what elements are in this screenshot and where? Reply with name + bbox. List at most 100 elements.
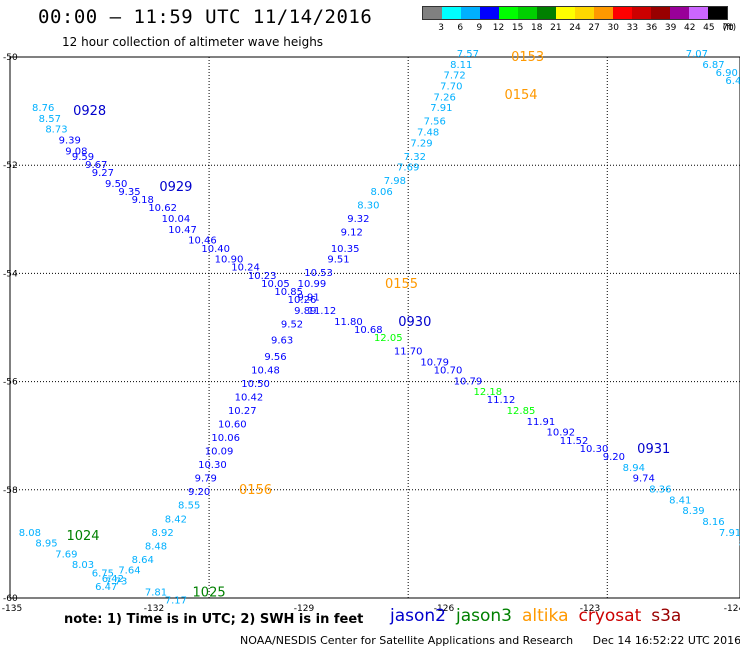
swh-value-altika: 8.92 [152,528,174,539]
swh-value-jason2: 10.05 [261,279,290,290]
swh-value-altika: 7.73 [105,576,127,587]
legend-entry-jason2: jason2 [390,606,446,626]
swh-value-altika: 9.91 [298,292,320,303]
x-tick-label: -124 [724,604,740,614]
swh-value-altika: 10.35 [331,244,360,255]
satellite-legend: jason2 jason3 altika cryosat s3a [390,606,691,626]
scale-swatch [442,7,461,19]
swh-value-jason2: 10.04 [162,214,191,225]
swh-value-jason2: 8.57 [39,114,61,125]
swh-value-altika: 9.79 [195,474,217,485]
swh-value-altika: 7.32 [404,152,426,163]
scale-label: 6 [457,23,464,33]
swh-value-altika: 7.26 [434,92,456,103]
swh-value-jason2: 8.41 [669,495,691,506]
swh-value-altika: 9.52 [281,320,303,331]
pass-time-label: 0929 [159,180,192,195]
swh-value-altika: 8.06 [371,187,393,198]
scale-swatch [575,7,594,19]
swh-value-jason2: 10.70 [434,365,463,376]
swh-value-jason2: 9.18 [132,195,154,206]
swh-value-jason3: 6.47 [95,582,117,593]
pass-time-label: 0931 [637,442,670,457]
swh-value-altika: 7.98 [384,176,406,187]
swh-value-jason2: 10.26 [288,295,317,306]
swh-value-jason2: 8.39 [682,506,704,517]
swh-value-altika: 9.89 [294,306,316,317]
swh-value-altika: 9.12 [341,228,363,239]
swh-value-altika: 10.48 [251,365,280,376]
swh-value-altika: 10.99 [298,279,327,290]
swh-value-jason2: 11.70 [394,347,423,358]
scale-label: 18 [531,23,543,33]
scale-swatch [461,7,480,19]
swh-value-jason2: 10.46 [188,236,217,247]
scale-label: 30 [607,23,619,33]
swh-value-jason2: 10.40 [201,244,230,255]
swh-value-altika: 10.53 [304,268,333,279]
swh-value-jason3: 8.08 [19,528,41,539]
scale-swatch [651,7,670,19]
y-tick-label: -54 [3,269,18,279]
swh-value-altika: 9.32 [347,214,369,225]
swh-value-jason2: 10.68 [354,325,383,336]
swh-value-altika: 9.51 [327,255,349,266]
color-scale: 3 6 9 12 15 18 21 24 27 30 33 36 39 42 45 70 (ft) [422,6,736,37]
swh-value-jason2: 9.67 [85,160,107,171]
scale-label: 36 [645,23,658,33]
y-tick-label: -58 [3,486,18,496]
swh-value-altika: 8.64 [132,555,154,566]
scale-label: 24 [569,23,581,33]
swh-value-jason2: 10.85 [274,287,303,298]
pass-time-label: 0153 [511,50,544,65]
swh-value-jason2: 11.91 [527,417,556,428]
pass-time-label: 1024 [66,529,99,544]
swh-value-altika: 9.56 [264,352,286,363]
swh-value-altika: 7.69 [397,163,419,174]
swh-value-jason2: 10.79 [420,357,449,368]
swh-value-jason2: 10.30 [580,444,609,455]
swh-value-jason2: 11.52 [560,436,589,447]
swh-value-altika: 10.30 [198,460,227,471]
swh-value-altika: 7.72 [444,71,466,82]
pass-time-label: 1025 [193,586,226,601]
scale-swatch [708,7,727,19]
legend-entry-cryosat: cryosat [578,606,642,626]
swh-value-altika: 10.42 [235,393,264,404]
swh-value-jason2: 9.27 [92,168,114,179]
swh-value-jason2: 12.85 [507,406,536,417]
swh-value-jason2: 8.16 [702,517,724,528]
swh-value-jason2: 11.12 [487,395,516,406]
swh-value-jason3: 7.07 [686,49,708,60]
swh-value-altika: 10.09 [205,447,234,458]
swh-value-jason2: 8.36 [649,485,671,496]
scale-label: 70 [722,23,734,33]
footer-credit: NOAA/NESDIS Center for Satellite Applica… [240,634,740,647]
swh-value-jason3: 8.03 [72,560,94,571]
scale-swatch [556,7,575,19]
scale-swatch [689,7,708,19]
scale-label: 27 [588,23,600,33]
swh-value-jason2: 12.05 [374,333,403,344]
scale-swatch [518,7,537,19]
y-tick-label: -56 [3,378,18,388]
swh-value-jason2: 9.08 [65,146,87,157]
swh-value-jason2: 9.59 [72,152,94,163]
color-scale-swatches [422,6,728,20]
swh-value-jason2: 9.20 [603,452,625,463]
swh-value-jason3: 8.95 [35,539,57,550]
swh-value-jason2: 10.47 [168,225,197,236]
y-tick-label: -52 [3,161,18,171]
scale-swatch [499,7,518,19]
swh-value-altika: 9.20 [188,487,210,498]
x-tick-label: -129 [294,604,315,614]
swh-value-jason2: 9.39 [59,136,81,147]
legend-entry-jason3: jason3 [456,606,512,626]
scale-swatch [670,7,689,19]
scale-label: (ft) [722,23,737,33]
chart-title: 00:00 – 11:59 UTC 11/14/2016 [38,6,373,28]
swh-value-altika: 10.50 [241,379,270,390]
swh-value-jason3: 7.81 [145,587,167,598]
pass-time-label: 0154 [504,88,537,103]
